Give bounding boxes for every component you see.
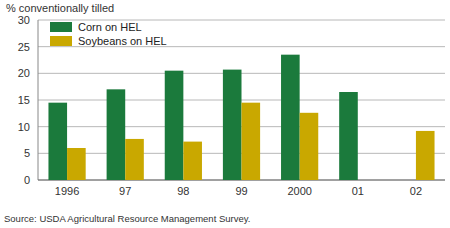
x-tick-label: 02 <box>410 185 422 197</box>
y-tick-label: 5 <box>24 147 30 159</box>
x-tick-label: 98 <box>177 185 189 197</box>
x-tick-label: 2000 <box>287 185 311 197</box>
y-tick-label: 25 <box>18 41 30 53</box>
bar <box>165 71 184 180</box>
x-tick-label: 97 <box>119 185 131 197</box>
x-tick-label: 01 <box>352 185 364 197</box>
y-tick-label: 10 <box>18 121 30 133</box>
y-tick-label: 0 <box>24 174 30 186</box>
y-axis <box>38 20 39 180</box>
y-axis-label: % conventionally tilled <box>6 2 114 14</box>
y-tick-label: 15 <box>18 94 30 106</box>
bar <box>223 70 242 180</box>
legend-label: Soybeans on HEL <box>78 35 167 47</box>
bar <box>242 103 261 180</box>
legend-label: Corn on HEL <box>78 21 142 33</box>
source-note: Source: USDA Agricultural Resource Manag… <box>4 213 250 224</box>
bar <box>300 113 319 180</box>
bar <box>48 103 67 180</box>
chart-container: 0 5 10 15 20 25 30% conventionally tilled 1996 9… <box>0 0 450 228</box>
bar <box>416 131 435 180</box>
y-tick-label: 30 <box>18 14 30 26</box>
legend-swatch <box>50 36 72 46</box>
bar <box>107 89 126 180</box>
bar <box>183 142 202 180</box>
legend-swatch <box>50 22 72 32</box>
bars <box>48 55 434 180</box>
chart: 0 5 10 15 20 25 30% conventionally tilled 1996 9… <box>0 0 450 228</box>
bar <box>339 92 358 180</box>
x-tick-label: 99 <box>235 185 247 197</box>
bar <box>67 148 86 180</box>
x-tick-label: 1996 <box>55 185 79 197</box>
bar <box>125 139 144 180</box>
bar <box>281 55 300 180</box>
y-tick-label: 20 <box>18 67 30 79</box>
